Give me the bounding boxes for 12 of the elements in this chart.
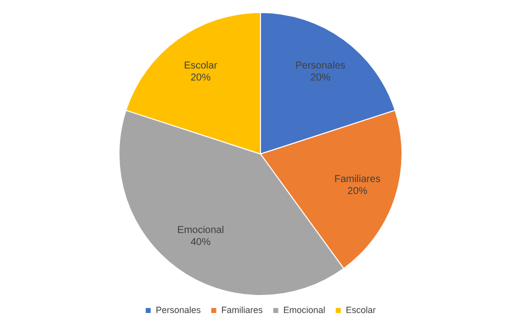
slice-label: Emocional xyxy=(177,225,224,236)
legend-label: Personales xyxy=(156,304,202,315)
data-label: 40% xyxy=(190,237,211,248)
legend-label: Emocional xyxy=(283,304,326,315)
data-label: 20% xyxy=(310,72,330,84)
legend-label: Familiares xyxy=(221,304,264,315)
slice-label: Personales xyxy=(295,60,346,72)
legend-label: Escolar xyxy=(346,304,376,315)
data-label: 20% xyxy=(190,72,211,84)
slice-label: Familiares xyxy=(334,174,380,186)
data-label: 20% xyxy=(347,186,368,198)
slice-label: Escolar xyxy=(184,60,218,72)
